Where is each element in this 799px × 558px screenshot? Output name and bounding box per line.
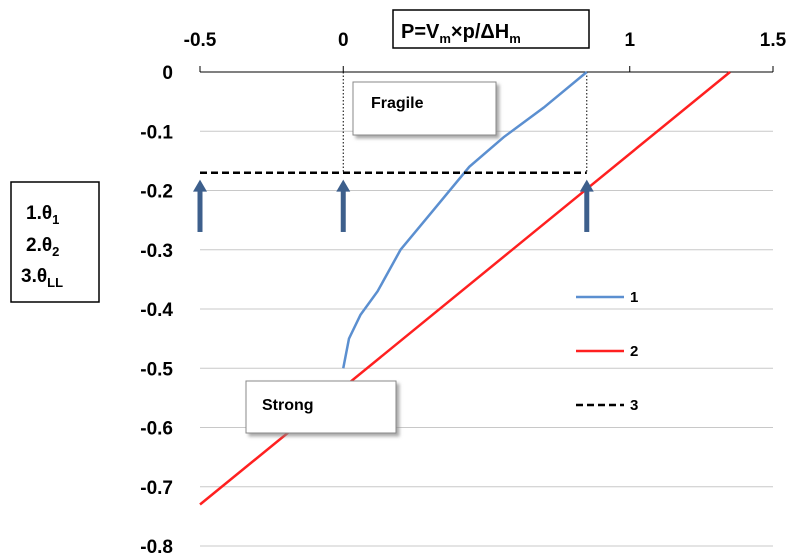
theta1-label: 1.θ bbox=[26, 203, 52, 224]
x-tick-label: -0.5 bbox=[184, 30, 217, 51]
strong-annotation: Strong bbox=[245, 380, 397, 434]
title-box: P=Vm×p/ΔHm bbox=[392, 9, 590, 49]
series-line-1 bbox=[342, 71, 588, 369]
theta2-sub: 2 bbox=[52, 244, 59, 259]
y-tick-label: -0.5 bbox=[140, 359, 173, 380]
up-arrow-head bbox=[193, 179, 207, 192]
y-tick-label: -0.4 bbox=[140, 300, 173, 321]
series-line-2 bbox=[199, 71, 731, 506]
legend-label-2: 2 bbox=[630, 343, 638, 360]
thetall-label: 3.θ bbox=[21, 266, 47, 287]
title-mid: ×p/ΔH bbox=[451, 21, 509, 43]
theta-legend-box: 1.θ1 2.θ2 3.θLL bbox=[10, 181, 100, 303]
thetall-sub: LL bbox=[47, 275, 63, 290]
fragile-label: Fragile bbox=[371, 95, 424, 112]
svg-text:1.θ1: 1.θ1 bbox=[26, 203, 59, 227]
x-tick-label: 1.5 bbox=[760, 30, 787, 51]
y-tick-labels: 0 -0.1 -0.2 -0.3 -0.4 -0.5 -0.6 -0.7 -0.8 bbox=[140, 63, 173, 558]
y-tick-label: -0.8 bbox=[140, 537, 173, 558]
y-tick-label: -0.1 bbox=[140, 122, 173, 143]
legend: 1 2 3 bbox=[576, 289, 638, 414]
y-tick-label: -0.7 bbox=[140, 478, 173, 499]
y-tick-label: -0.3 bbox=[140, 241, 173, 262]
svg-text:P=Vm×p/ΔHm: P=Vm×p/ΔHm bbox=[401, 21, 521, 46]
title-sub-m2: m bbox=[509, 31, 521, 46]
svg-text:3.θLL: 3.θLL bbox=[21, 266, 63, 290]
strong-label: Strong bbox=[262, 397, 314, 414]
title-p: P=V bbox=[401, 21, 440, 43]
theta2-label: 2.θ bbox=[26, 235, 52, 256]
svg-text:2.θ2: 2.θ2 bbox=[26, 235, 59, 259]
x-tick-label: 0 bbox=[338, 30, 349, 51]
series-lines bbox=[199, 71, 731, 506]
theta1-sub: 1 bbox=[52, 212, 59, 227]
guide-lines bbox=[342, 72, 588, 173]
gridlines bbox=[199, 66, 774, 547]
x-tick-labels: -0.5 0 1 1.5 bbox=[184, 30, 787, 51]
fragile-annotation: Fragile bbox=[352, 81, 497, 136]
up-arrow-head bbox=[579, 179, 594, 192]
legend-label-3: 3 bbox=[630, 397, 638, 414]
y-tick-label: -0.6 bbox=[140, 419, 173, 440]
legend-label-1: 1 bbox=[630, 289, 638, 306]
y-tick-label: 0 bbox=[162, 63, 173, 84]
y-tick-label: -0.2 bbox=[140, 182, 173, 203]
title-sub-m1: m bbox=[439, 31, 451, 46]
x-tick-label: 1 bbox=[624, 30, 635, 51]
arrows bbox=[193, 179, 594, 232]
up-arrow-head bbox=[336, 179, 351, 192]
